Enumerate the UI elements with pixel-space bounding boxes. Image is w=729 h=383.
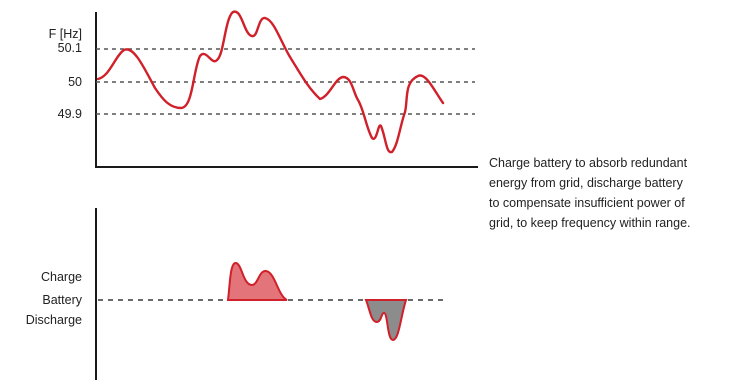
battery-label: Battery (42, 293, 82, 307)
frequency-curve (96, 10, 445, 154)
frequency-chart (95, 10, 478, 168)
caption-line: energy from grid, discharge battery (489, 176, 683, 190)
caption-line: to compensate insufficient power of (489, 196, 685, 210)
explanation-caption: Charge battery to absorb redundant energ… (489, 153, 725, 233)
charge-label: Charge (41, 270, 82, 284)
level-label-49-9: 49.9 (57, 107, 82, 121)
caption-line: grid, to keep frequency within range. (489, 216, 691, 230)
frequency-axis-label: F [Hz] (48, 27, 82, 41)
battery-chart (95, 208, 447, 380)
discharge-area (364, 299, 408, 342)
caption-line: Charge battery to absorb redundant (489, 156, 688, 170)
discharge-label: Discharge (25, 313, 82, 327)
level-label-50: 50 (68, 75, 82, 89)
charge-area (226, 262, 288, 301)
level-label-50-1: 50.1 (57, 41, 82, 55)
